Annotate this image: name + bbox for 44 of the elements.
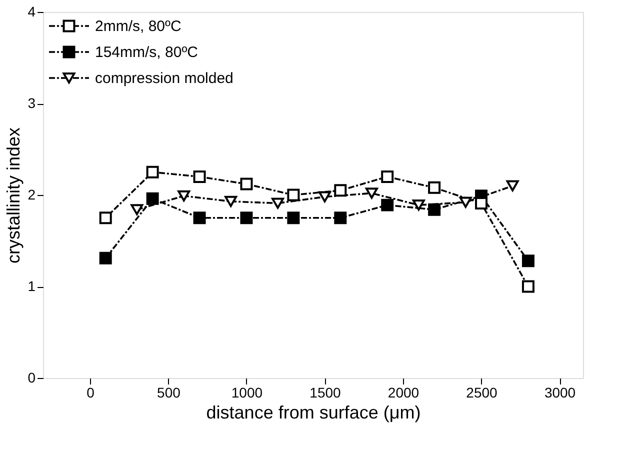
point xyxy=(522,280,534,293)
point xyxy=(240,212,253,224)
x-tick-label: 1000 xyxy=(231,384,263,400)
point xyxy=(412,200,425,211)
point xyxy=(365,188,378,199)
point xyxy=(240,178,253,190)
point xyxy=(318,191,331,202)
y-tick-label: 0 xyxy=(28,370,36,386)
legend-label: 2mm/s, 80ºC xyxy=(95,18,182,35)
y-tick-label: 2 xyxy=(28,186,36,202)
point xyxy=(146,166,159,178)
x-axis-title: distance from surface (μm) xyxy=(206,402,421,422)
y-tick-label: 3 xyxy=(28,95,36,111)
point xyxy=(130,204,144,216)
point xyxy=(224,196,238,207)
point xyxy=(428,181,441,194)
point xyxy=(287,188,300,202)
point xyxy=(272,198,284,209)
point xyxy=(99,252,112,264)
point xyxy=(334,212,347,224)
y-tick-label: 1 xyxy=(28,278,36,294)
point xyxy=(146,192,159,205)
point xyxy=(99,212,112,224)
x-tick-label: 3000 xyxy=(544,384,576,400)
legend-label: 154mm/s, 80ºC xyxy=(95,44,198,61)
x-tick-label: 2000 xyxy=(388,384,420,400)
point xyxy=(381,170,394,183)
legend-label: compression molded xyxy=(95,70,234,87)
point xyxy=(193,212,206,224)
point xyxy=(193,170,206,183)
y-tick-label: 4 xyxy=(28,4,36,20)
x-tick-label: 500 xyxy=(157,384,181,400)
point xyxy=(287,212,300,224)
x-tick-label: 0 xyxy=(86,384,95,400)
point xyxy=(506,180,519,192)
point xyxy=(459,196,472,208)
point xyxy=(178,190,190,202)
x-tick-label: 1500 xyxy=(310,384,342,400)
y-axis-title: crystallinity index xyxy=(4,127,24,264)
point xyxy=(522,254,534,268)
x-tick-label: 2500 xyxy=(466,384,498,400)
point xyxy=(334,184,347,197)
point xyxy=(381,198,394,212)
point xyxy=(428,203,441,216)
